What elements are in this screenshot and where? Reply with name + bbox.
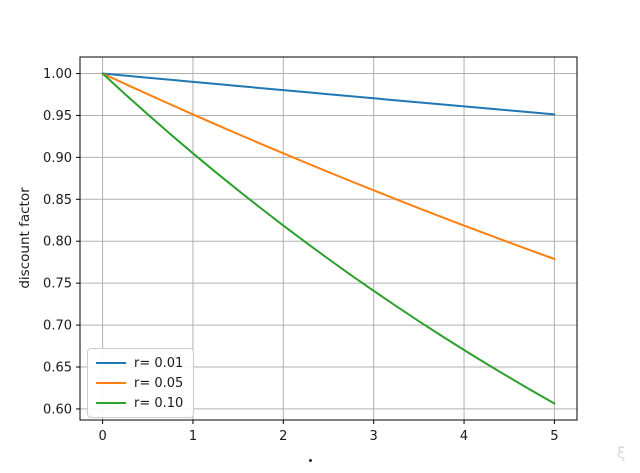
x-tick-label: 2	[279, 429, 287, 444]
data-series-lines	[101, 72, 556, 405]
legend-item: r= 0.05	[96, 373, 183, 393]
y-tick-label: 0.60	[43, 402, 72, 417]
faint-artifact-glyph: ξ	[617, 444, 626, 462]
axes-spines	[79, 56, 578, 421]
y-tick-label: 0.70	[43, 319, 72, 334]
axis-ticks	[76, 73, 555, 424]
legend-item: r= 0.10	[96, 393, 183, 413]
series-line-1	[101, 72, 556, 260]
legend-label: r= 0.05	[134, 375, 184, 391]
x-tick-label: 5	[550, 429, 558, 444]
y-tick-label: 0.85	[43, 193, 72, 208]
y-tick-label: 1.00	[43, 67, 72, 82]
x-tick-label: 1	[189, 429, 197, 444]
y-tick-label: 0.80	[43, 235, 72, 250]
legend-line-swatch	[96, 362, 126, 364]
y-tick-label: 0.65	[43, 361, 72, 376]
y-tick-labels: 0.60 0.65 0.70 0.75 0.80 0.85 0.90 0.95 1.00	[43, 67, 72, 417]
y-tick-label: 0.75	[43, 277, 72, 292]
grid-lines	[80, 57, 577, 420]
legend-line-swatch	[96, 402, 126, 404]
x-tick-label: 0	[98, 429, 106, 444]
y-tick-label: 0.90	[43, 151, 72, 166]
x-tick-label: 3	[370, 429, 378, 444]
y-tick-label: 0.95	[43, 109, 72, 124]
clipped-x-axis-label-dot	[309, 459, 312, 462]
legend: r= 0.01 r= 0.05 r= 0.10	[87, 348, 195, 418]
series-line-2	[101, 72, 556, 405]
legend-label: r= 0.10	[134, 395, 184, 411]
legend-line-swatch	[96, 382, 126, 384]
y-axis-label: discount factor	[17, 187, 33, 289]
legend-label: r= 0.01	[134, 355, 184, 371]
legend-item: r= 0.01	[96, 353, 183, 373]
x-tick-label: 4	[460, 429, 468, 444]
series-line-0	[101, 72, 556, 116]
x-tick-labels: 0 1 2 3 4 5	[98, 429, 558, 444]
